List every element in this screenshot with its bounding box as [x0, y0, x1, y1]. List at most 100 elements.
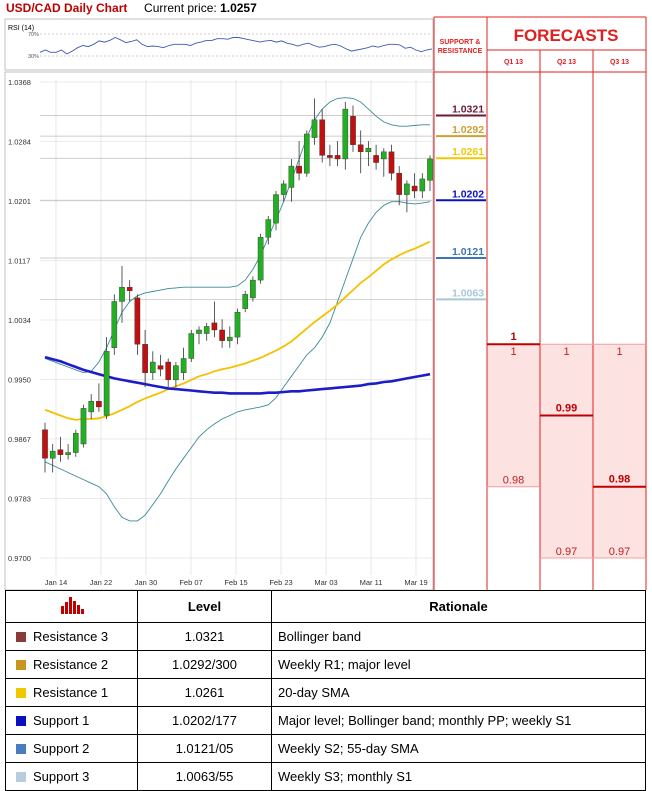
candle-body — [311, 119, 318, 138]
candle-body — [173, 365, 179, 381]
level-rationale: Weekly S2; 55-day SMA — [271, 734, 646, 763]
y-tick-label: 0.9700 — [8, 554, 31, 563]
candle-body — [157, 365, 164, 370]
level-swatch — [16, 716, 26, 726]
level-rationale: Bollinger band — [271, 622, 646, 651]
candle-body — [257, 237, 264, 281]
candle-body — [219, 329, 225, 341]
level-swatch — [16, 632, 26, 642]
y-tick-label: 1.0201 — [8, 197, 31, 206]
candle-body — [211, 322, 218, 331]
candle-body — [342, 108, 349, 160]
forecast-upper-value: 1 — [510, 346, 516, 358]
support-3-label: 1.0063 — [452, 287, 484, 299]
rsi-tick-lower: 30% — [28, 54, 39, 60]
candle-body — [96, 401, 102, 408]
level-name-text: Support 1 — [33, 713, 90, 728]
x-tick-label: Jan 14 — [45, 578, 68, 587]
candle-body — [427, 158, 433, 181]
candle-body — [119, 287, 125, 302]
quarter-label: Q2 13 — [557, 59, 576, 66]
resistance-1-label: 1.0261 — [452, 146, 484, 158]
candle-body — [165, 361, 172, 381]
candle-body — [188, 333, 195, 359]
price-label: Current price: — [144, 1, 217, 15]
level-name: Resistance 3 — [5, 622, 138, 651]
candle-body — [180, 358, 187, 373]
table-row: Resistance 1 1.0261 20-day SMA — [5, 678, 646, 707]
resistance-3-label: 1.0321 — [452, 103, 484, 115]
candle-body — [419, 178, 426, 192]
candle-body — [411, 185, 418, 192]
x-tick-label: Feb 15 — [224, 578, 247, 587]
level-name: Resistance 2 — [5, 650, 138, 679]
candle-body — [196, 329, 202, 334]
candle-body — [357, 144, 364, 153]
chart-title: USD/CAD Daily Chart Current price: 1.025… — [6, 1, 257, 15]
pair-label: USD/CAD Daily Chart — [6, 1, 128, 15]
candle-body — [65, 452, 71, 455]
candle-body — [350, 116, 356, 145]
level-value: 1.0261 — [137, 678, 272, 707]
candle-body — [265, 219, 272, 238]
forecast-marker-value: 0.99 — [556, 402, 577, 414]
rsi-line — [39, 37, 433, 55]
candle-body — [296, 165, 302, 174]
level-value: 1.0121/05 — [137, 734, 272, 763]
candle-body — [80, 408, 87, 445]
x-tick-label: Feb 07 — [179, 578, 202, 587]
table-header-row: Level Rationale — [5, 590, 646, 623]
table-row: Resistance 2 1.0292/300 Weekly R1; major l… — [5, 650, 646, 679]
candle-body — [203, 326, 210, 334]
forecast-marker-value: 1 — [510, 331, 516, 343]
bollinger-lower-line — [44, 201, 431, 522]
bollinger-upper-line — [44, 97, 430, 374]
candle-body — [273, 194, 279, 224]
rsi-label: RSI (14) — [8, 25, 34, 32]
x-tick-label: Mar 03 — [314, 578, 337, 587]
candle-body — [57, 449, 64, 455]
level-swatch — [16, 660, 26, 670]
candle-body — [72, 433, 79, 453]
level-name-text: Support 3 — [33, 769, 90, 784]
level-rationale: Major level; Bollinger band; monthly PP;… — [271, 706, 646, 735]
header-rationale: Rationale — [271, 590, 646, 623]
support-1-label: 1.0202 — [452, 188, 484, 200]
quarter-label: Q3 13 — [610, 59, 629, 66]
level-name-text: Support 2 — [33, 741, 90, 756]
x-tick-label: Jan 30 — [135, 578, 158, 587]
forecasts-title: FORECASTS — [514, 26, 619, 45]
y-tick-label: 0.9950 — [8, 376, 31, 385]
table-row: Support 3 1.0063/55 Weekly S3; monthly S1 — [5, 762, 646, 791]
candle-body — [226, 336, 233, 341]
level-name-text: Resistance 3 — [33, 629, 109, 644]
y-tick-label: 1.0117 — [8, 257, 30, 266]
level-value: 1.0292/300 — [137, 650, 272, 679]
table-row: Resistance 3 1.0321 Bollinger band — [5, 622, 646, 651]
level-swatch — [16, 772, 26, 782]
table-row: Support 1 1.0202/177 Major level; Bollinge… — [5, 706, 646, 735]
support-resistance-label: SUPPORT & — [440, 39, 481, 46]
candle-body — [304, 133, 310, 174]
forecast-marker-value: 0.98 — [609, 474, 630, 486]
candle-body — [88, 401, 94, 413]
level-swatch — [16, 688, 26, 698]
x-tick-label: Feb 23 — [269, 578, 292, 587]
level-value: 1.0321 — [137, 622, 272, 651]
level-rationale: Weekly S3; monthly S1 — [271, 762, 646, 791]
forecast-upper-value: 1 — [563, 346, 569, 358]
candle-body — [134, 297, 141, 345]
forecast-lower-value: 0.97 — [609, 546, 630, 558]
resistance-2-label: 1.0292 — [452, 124, 484, 136]
candle-body — [242, 294, 249, 309]
candle-body — [234, 311, 241, 338]
level-name: Support 3 — [5, 762, 138, 791]
candle-body — [396, 173, 403, 195]
quarter-label: Q1 13 — [504, 59, 523, 66]
candle-body — [388, 151, 395, 174]
level-name-text: Resistance 1 — [33, 685, 109, 700]
bar-chart-icon — [5, 590, 138, 623]
y-tick-label: 1.0034 — [8, 316, 31, 325]
support-2-label: 1.0121 — [452, 246, 484, 258]
candle-body — [149, 361, 156, 373]
